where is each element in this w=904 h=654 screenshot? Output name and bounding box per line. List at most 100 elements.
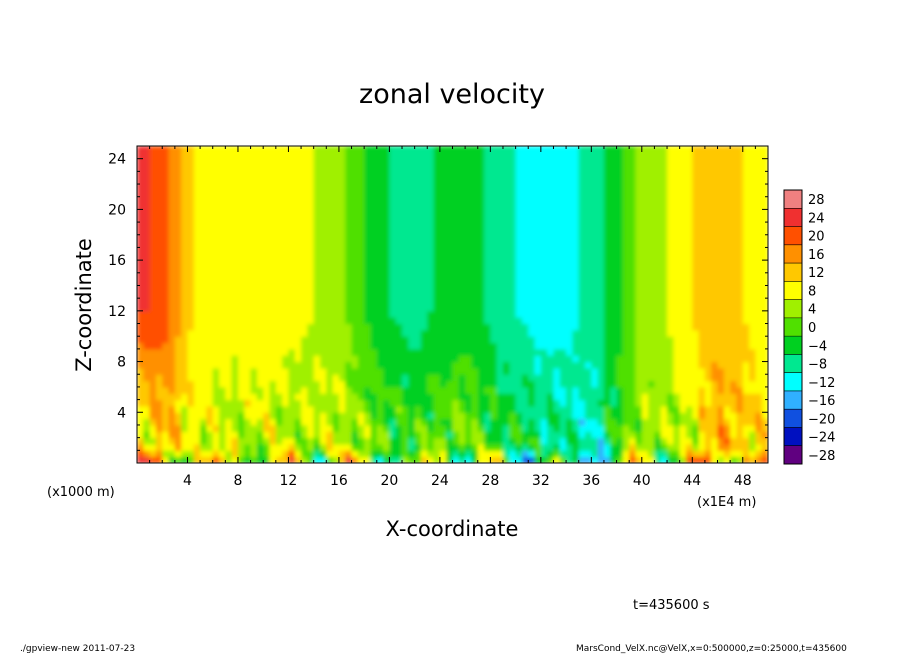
heatmap-cell [641, 450, 649, 458]
heatmap-cell [755, 203, 763, 210]
heatmap-cell [736, 184, 744, 191]
heatmap-cell [395, 209, 403, 217]
heatmap-cell [225, 386, 233, 394]
heatmap-cell [307, 253, 315, 261]
heatmap-cell [704, 298, 712, 306]
heatmap-cell [477, 456, 485, 463]
heatmap-cell [736, 272, 744, 280]
heatmap-cell [572, 367, 580, 375]
heatmap-cell [509, 298, 517, 306]
heatmap-cell [452, 418, 460, 426]
heatmap-cell [547, 260, 555, 268]
heatmap-cell [521, 247, 529, 255]
heatmap-cell [351, 367, 359, 375]
heatmap-cell [294, 272, 302, 280]
heatmap-cell [149, 171, 157, 179]
heatmap-cell [717, 158, 725, 166]
heatmap-cell [370, 443, 378, 451]
heatmap-cell [408, 215, 416, 223]
heatmap-cell [502, 304, 510, 312]
heatmap-cell [263, 412, 271, 420]
heatmap-cell [667, 393, 674, 401]
heatmap-cell [603, 437, 611, 445]
heatmap-cell [155, 336, 163, 344]
heatmap-cell [559, 266, 567, 274]
heatmap-cell [635, 228, 643, 236]
heatmap-cell [717, 203, 725, 210]
heatmap-cell [502, 272, 510, 280]
heatmap-cell [389, 184, 397, 191]
heatmap-cell [553, 158, 561, 166]
heatmap-cell [206, 443, 214, 451]
heatmap-cell [269, 431, 277, 439]
heatmap-cell [572, 247, 580, 255]
heatmap-cell [553, 298, 561, 306]
heatmap-cell [275, 380, 283, 388]
heatmap-cell [547, 152, 555, 160]
heatmap-cell [231, 272, 239, 280]
heatmap-cell [471, 323, 479, 331]
heatmap-cell [723, 374, 731, 382]
heatmap-cell [212, 431, 220, 439]
heatmap-cell [420, 355, 428, 363]
heatmap-cell [332, 386, 340, 394]
heatmap-cell [313, 310, 321, 318]
heatmap-cell [585, 443, 592, 451]
heatmap-cell [509, 279, 517, 287]
heatmap-cell [244, 152, 252, 160]
heatmap-cell [641, 424, 649, 432]
heatmap-cell [446, 209, 454, 217]
heatmap-cell [723, 228, 731, 236]
heatmap-cell [389, 336, 397, 344]
heatmap-cell [484, 184, 491, 191]
heatmap-cell [660, 253, 668, 261]
heatmap-cell [566, 234, 573, 242]
heatmap-cell [635, 329, 643, 337]
heatmap-cell [622, 203, 630, 210]
heatmap-cell [282, 443, 290, 451]
heatmap-cell [547, 405, 555, 413]
heatmap-cell [477, 285, 485, 293]
heatmap-cell [446, 253, 454, 261]
heatmap-cell [528, 412, 536, 420]
heatmap-cell [660, 393, 668, 401]
heatmap-cell [509, 323, 517, 331]
heatmap-cell [534, 209, 542, 217]
heatmap-cell [534, 253, 542, 261]
heatmap-cell [559, 361, 567, 369]
heatmap-cell [225, 418, 233, 426]
heatmap-cell [326, 367, 334, 375]
heatmap-cell [187, 196, 195, 204]
heatmap-cell [313, 336, 321, 344]
heatmap-cell [345, 272, 353, 280]
heatmap-cell [667, 310, 674, 318]
heatmap-cell [395, 386, 403, 394]
heatmap-cell [319, 171, 327, 179]
heatmap-cell [402, 336, 409, 344]
heatmap-cell [692, 279, 700, 287]
heatmap-cell [547, 146, 555, 153]
heatmap-cell [174, 247, 182, 255]
heatmap-cell [319, 393, 327, 401]
heatmap-cell [749, 342, 756, 350]
heatmap-cell [212, 272, 220, 280]
heatmap-cell [484, 456, 491, 463]
heatmap-cell [679, 355, 687, 363]
heatmap-cell [509, 317, 517, 325]
heatmap-cell [597, 399, 605, 407]
heatmap-cell [269, 342, 277, 350]
heatmap-cell [698, 355, 706, 363]
heatmap-cell [149, 285, 157, 293]
heatmap-cell [408, 323, 416, 331]
heatmap-cell [521, 285, 529, 293]
heatmap-cell [673, 310, 681, 318]
heatmap-cell [237, 443, 245, 451]
heatmap-cell [673, 298, 681, 306]
heatmap-cell [673, 241, 681, 249]
heatmap-cell [711, 165, 719, 172]
heatmap-cell [376, 260, 384, 268]
heatmap-cell [578, 329, 586, 337]
heatmap-cell [641, 317, 649, 325]
heatmap-cell [402, 158, 409, 166]
heatmap-cell [603, 443, 611, 451]
